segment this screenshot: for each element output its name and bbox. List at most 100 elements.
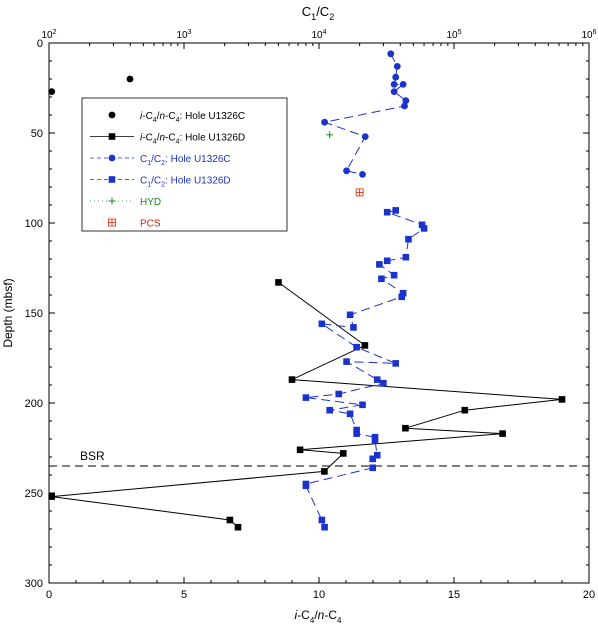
legend-marker-ic4_u1326c bbox=[108, 111, 116, 119]
data-point-c1c2_u1326c bbox=[392, 73, 400, 81]
data-point-ic4_u1326d bbox=[321, 468, 328, 475]
data-point-c1c2_u1326d bbox=[402, 253, 410, 261]
legend-box bbox=[81, 97, 288, 232]
data-point-c1c2_u1326d bbox=[398, 293, 406, 301]
data-point-c1c2_u1326c bbox=[399, 81, 407, 88]
y-tick-label: 300 bbox=[25, 578, 43, 590]
data-point-c1c2_u1326c bbox=[359, 171, 366, 178]
data-point-c1c2_u1326d bbox=[383, 257, 391, 265]
y-tick-label: 0 bbox=[37, 38, 43, 50]
top-axis-title: C1/C2 bbox=[302, 4, 334, 22]
legend-label-ic4_u1326d: i-C4/n-C4: Hole U1326D bbox=[140, 133, 245, 146]
data-point-ic4_u1326d bbox=[226, 516, 234, 524]
data-point-c1c2_u1326d bbox=[326, 406, 333, 414]
top-tick-label: 103 bbox=[176, 29, 191, 41]
data-point-c1c2_u1326d bbox=[420, 225, 428, 232]
data-point-c1c2_u1326d bbox=[343, 358, 350, 365]
data-point-c1c2_u1326c bbox=[393, 63, 401, 70]
bottom-axis-title: i-C4/n-C4 bbox=[295, 608, 343, 625]
data-point-c1c2_u1326d bbox=[353, 343, 360, 351]
data-point-c1c2_u1326d bbox=[378, 275, 385, 283]
y-tick-label: 150 bbox=[25, 308, 43, 320]
data-point-c1c2_u1326d bbox=[383, 208, 391, 216]
data-point-ic4_u1326d bbox=[361, 342, 369, 349]
data-point-c1c2_u1326d bbox=[380, 379, 387, 387]
data-point-c1c2_u1326d bbox=[369, 464, 377, 472]
data-point-c1c2_u1326d bbox=[373, 376, 381, 383]
bottom-tick-label: 0 bbox=[46, 589, 52, 601]
data-point-c1c2_u1326c bbox=[387, 50, 395, 58]
y-axis-title: Depth (mbsf) bbox=[1, 278, 15, 347]
data-point-c1c2_u1326c bbox=[390, 88, 398, 95]
data-point-c1c2_u1326c bbox=[361, 133, 369, 141]
data-point-c1c2_u1326d bbox=[321, 523, 328, 531]
bottom-tick-label: 5 bbox=[181, 589, 187, 601]
y-tick-label: 200 bbox=[25, 398, 43, 410]
data-point-c1c2_u1326d bbox=[369, 455, 377, 463]
data-point-pcs bbox=[355, 188, 364, 197]
data-point-ic4_u1326d bbox=[288, 376, 296, 383]
data-point-c1c2_u1326d bbox=[335, 390, 343, 398]
data-point-c1c2_u1326d bbox=[302, 394, 310, 401]
bottom-tick-label: 20 bbox=[583, 589, 595, 601]
legend-label-c1c2_u1326c: C1/C2: Hole U1326C bbox=[140, 154, 231, 167]
data-point-ic4_u1326c bbox=[126, 75, 134, 83]
data-point-c1c2_u1326d bbox=[405, 235, 412, 243]
y-tick-label: 50 bbox=[31, 128, 43, 140]
data-point-c1c2_u1326d bbox=[371, 437, 379, 445]
data-point-c1c2_u1326d bbox=[376, 261, 383, 268]
data-point-c1c2_u1326c bbox=[402, 97, 410, 104]
y-tick-label: 250 bbox=[25, 488, 43, 500]
legend-marker-c1c2_u1326c bbox=[108, 154, 116, 162]
data-point-c1c2_u1326d bbox=[373, 451, 381, 459]
data-point-c1c2_u1326d bbox=[371, 433, 379, 441]
data-point-ic4_u1326d bbox=[296, 446, 304, 454]
data-point-ic4_u1326d bbox=[48, 493, 55, 500]
data-point-c1c2_u1326d bbox=[353, 430, 360, 437]
legend-marker-c1c2_u1326d bbox=[108, 176, 116, 183]
data-point-c1c2_u1326d bbox=[350, 324, 357, 331]
data-point-c1c2_u1326c bbox=[343, 167, 350, 175]
data-point-c1c2_u1326d bbox=[302, 482, 310, 490]
data-point-c1c2_u1326d bbox=[392, 207, 400, 214]
top-tick-label: 104 bbox=[311, 29, 326, 41]
data-point-ic4_u1326d bbox=[275, 279, 282, 286]
data-point-ic4_u1326d bbox=[234, 523, 242, 531]
data-point-c1c2_u1326d bbox=[390, 271, 398, 279]
legend-label-ic4_u1326c: i-C4/n-C4: Hole U1326C bbox=[140, 111, 245, 124]
data-point-ic4_u1326d bbox=[461, 406, 469, 414]
data-point-ic4_u1326d bbox=[499, 430, 506, 437]
top-tick-label: 106 bbox=[581, 29, 596, 41]
data-point-ic4_u1326d bbox=[340, 450, 347, 457]
data-point-c1c2_u1326d bbox=[346, 311, 354, 319]
data-point-hyd bbox=[326, 131, 334, 139]
data-point-c1c2_u1326c bbox=[401, 102, 408, 110]
data-point-c1c2_u1326d bbox=[353, 426, 360, 434]
data-point-ic4_u1326d bbox=[558, 396, 566, 403]
legend-marker-hyd bbox=[108, 197, 116, 205]
legend-marker-pcs bbox=[108, 218, 116, 227]
legend-label-c1c2_u1326d: C1/C2: Hole U1326D bbox=[140, 176, 231, 189]
legend-marker-ic4_u1326d bbox=[108, 133, 116, 140]
data-point-c1c2_u1326d bbox=[399, 289, 407, 297]
bottom-tick-label: 15 bbox=[448, 589, 460, 601]
y-tick-label: 100 bbox=[25, 218, 43, 230]
data-point-c1c2_u1326d bbox=[318, 320, 326, 328]
legend-label-hyd: HYD bbox=[140, 197, 161, 208]
data-point-c1c2_u1326d bbox=[359, 401, 366, 409]
series-line-c1c2_u1326c bbox=[322, 53, 407, 175]
bottom-tick-label: 10 bbox=[313, 589, 325, 601]
data-point-c1c2_u1326c bbox=[321, 118, 328, 126]
data-point-c1c2_u1326d bbox=[318, 516, 326, 524]
data-point-c1c2_u1326d bbox=[346, 410, 354, 418]
top-tick-label: 105 bbox=[446, 29, 461, 41]
top-tick-label: 102 bbox=[41, 29, 56, 41]
data-point-ic4_u1326c bbox=[48, 88, 56, 95]
legend-label-pcs: PCS bbox=[140, 219, 161, 230]
data-point-ic4_u1326d bbox=[402, 424, 409, 432]
data-point-c1c2_u1326d bbox=[418, 221, 426, 229]
bsr-label: BSR bbox=[80, 449, 105, 463]
data-point-c1c2_u1326c bbox=[390, 81, 398, 88]
